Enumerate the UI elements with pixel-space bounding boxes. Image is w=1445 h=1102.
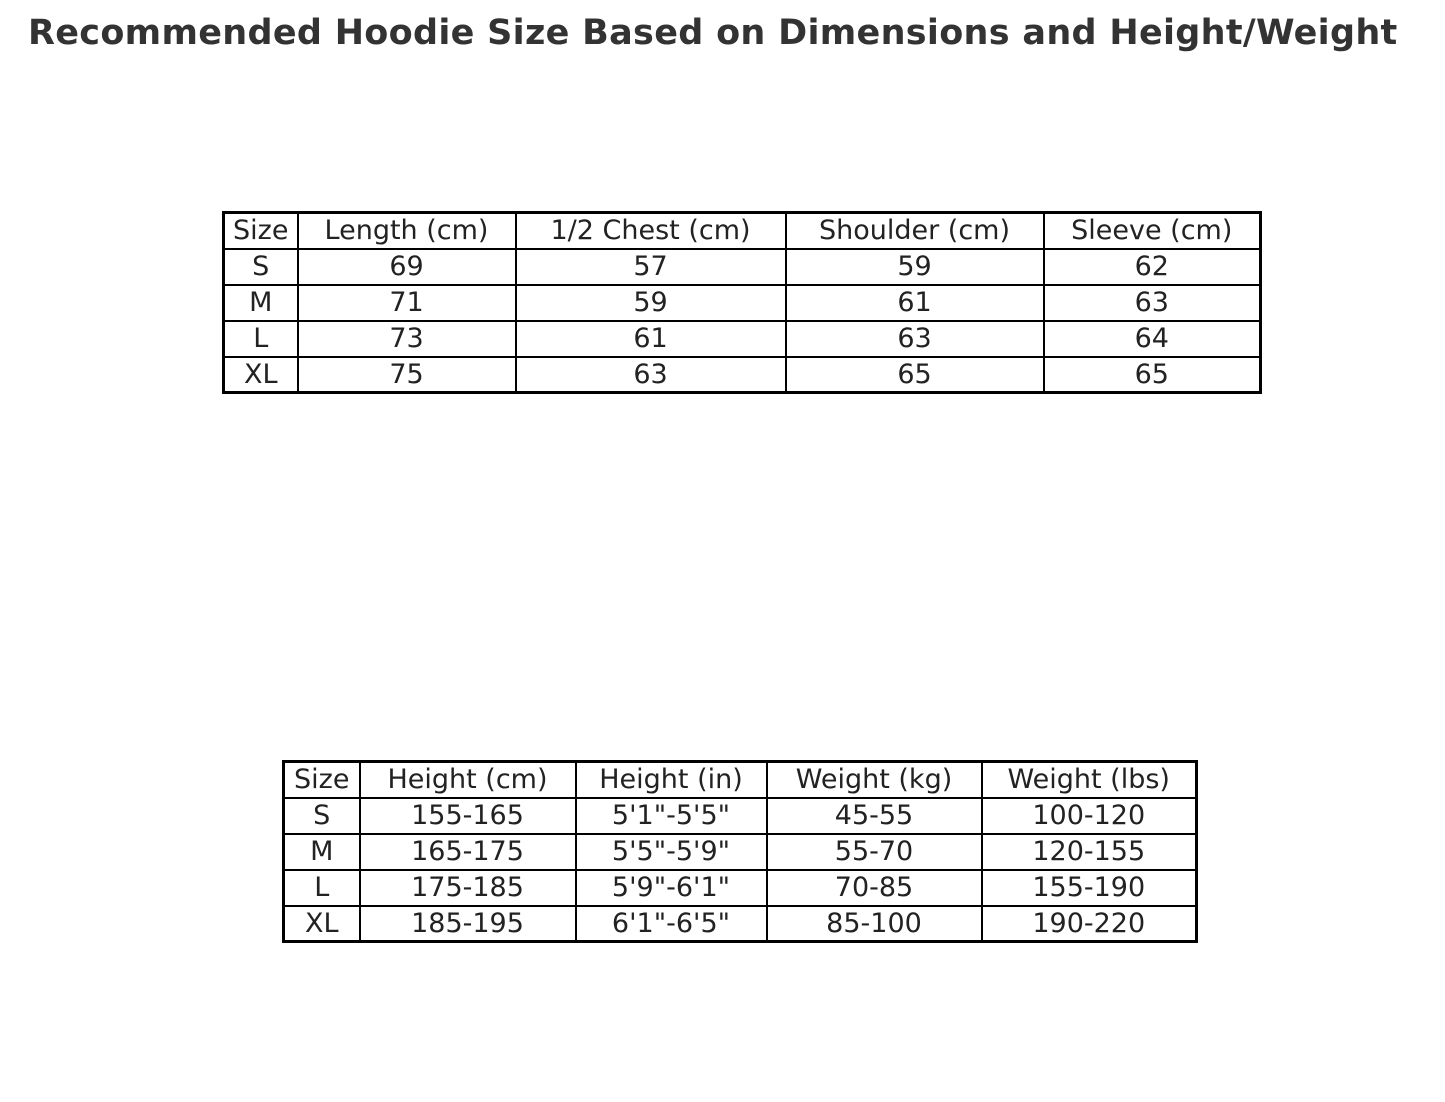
table-cell: L xyxy=(222,319,299,358)
table-cell: 63 xyxy=(514,355,787,394)
table-cell: 63 xyxy=(784,319,1045,358)
table-cell: 5'5"-5'9" xyxy=(574,832,768,871)
table-cell: 6'1"-6'5" xyxy=(574,904,768,943)
table-cell: M xyxy=(222,283,299,322)
table-cell: M xyxy=(282,832,361,871)
table-cell: 85-100 xyxy=(765,904,983,943)
table-row: XL 185-195 6'1"-6'5" 85-100 190-220 xyxy=(282,904,1198,943)
table-row: L 73 61 63 64 xyxy=(222,319,1262,358)
table-cell: 59 xyxy=(514,283,787,322)
header-row: Size Height (cm) Height (in) Weight (kg) Wei… xyxy=(282,760,1198,799)
table-cell: 59 xyxy=(784,247,1045,286)
table-cell: S xyxy=(282,796,361,835)
table-cell: 165-175 xyxy=(358,832,577,871)
table-cell: 100-120 xyxy=(980,796,1198,835)
column-header: Sleeve (cm) xyxy=(1042,211,1262,250)
table-cell: 5'1"-5'5" xyxy=(574,796,768,835)
table-row: M 165-175 5'5"-5'9" 55-70 120-155 xyxy=(282,832,1198,871)
table-cell: 5'9"-6'1" xyxy=(574,868,768,907)
table-row: S 155-165 5'1"-5'5" 45-55 100-120 xyxy=(282,796,1198,835)
table-cell: 73 xyxy=(296,319,517,358)
table-cell: 63 xyxy=(1042,283,1262,322)
table-cell: 120-155 xyxy=(980,832,1198,871)
table-cell: 61 xyxy=(514,319,787,358)
table-cell: 57 xyxy=(514,247,787,286)
table-row: L 175-185 5'9"-6'1" 70-85 155-190 xyxy=(282,868,1198,907)
column-header: Height (cm) xyxy=(358,760,577,799)
hoodie-dimensions-table: Size Length (cm) 1/2 Chest (cm) Shoulder (c… xyxy=(222,211,1262,394)
table-cell: 61 xyxy=(784,283,1045,322)
table-cell: 175-185 xyxy=(358,868,577,907)
table-cell: 64 xyxy=(1042,319,1262,358)
table-cell: 70-85 xyxy=(765,868,983,907)
column-header: Size xyxy=(222,211,299,250)
table-cell: 155-165 xyxy=(358,796,577,835)
table-cell: 45-55 xyxy=(765,796,983,835)
column-header: Height (in) xyxy=(574,760,768,799)
column-header: Length (cm) xyxy=(296,211,517,250)
column-header: Weight (kg) xyxy=(765,760,983,799)
table-row: M 71 59 61 63 xyxy=(222,283,1262,322)
table-cell: XL xyxy=(222,355,299,394)
height-weight-table: Size Height (cm) Height (in) Weight (kg) Wei… xyxy=(282,760,1198,943)
table-cell: 190-220 xyxy=(980,904,1198,943)
table-cell: 71 xyxy=(296,283,517,322)
table-cell: 55-70 xyxy=(765,832,983,871)
table-cell: XL xyxy=(282,904,361,943)
table-cell: 65 xyxy=(784,355,1045,394)
table-cell: L xyxy=(282,868,361,907)
column-header: Size xyxy=(282,760,361,799)
column-header: 1/2 Chest (cm) xyxy=(514,211,787,250)
table-row: XL 75 63 65 65 xyxy=(222,355,1262,394)
page-title: Recommended Hoodie Size Based on Dimensi… xyxy=(28,13,1398,53)
table-cell: 62 xyxy=(1042,247,1262,286)
column-header: Weight (lbs) xyxy=(980,760,1198,799)
table-cell: 185-195 xyxy=(358,904,577,943)
table-cell: 75 xyxy=(296,355,517,394)
table-row: S 69 57 59 62 xyxy=(222,247,1262,286)
header-row: Size Length (cm) 1/2 Chest (cm) Shoulder (c… xyxy=(222,211,1262,250)
table-cell: 65 xyxy=(1042,355,1262,394)
table-cell: 69 xyxy=(296,247,517,286)
table-cell: 155-190 xyxy=(980,868,1198,907)
table-cell: S xyxy=(222,247,299,286)
column-header: Shoulder (cm) xyxy=(784,211,1045,250)
